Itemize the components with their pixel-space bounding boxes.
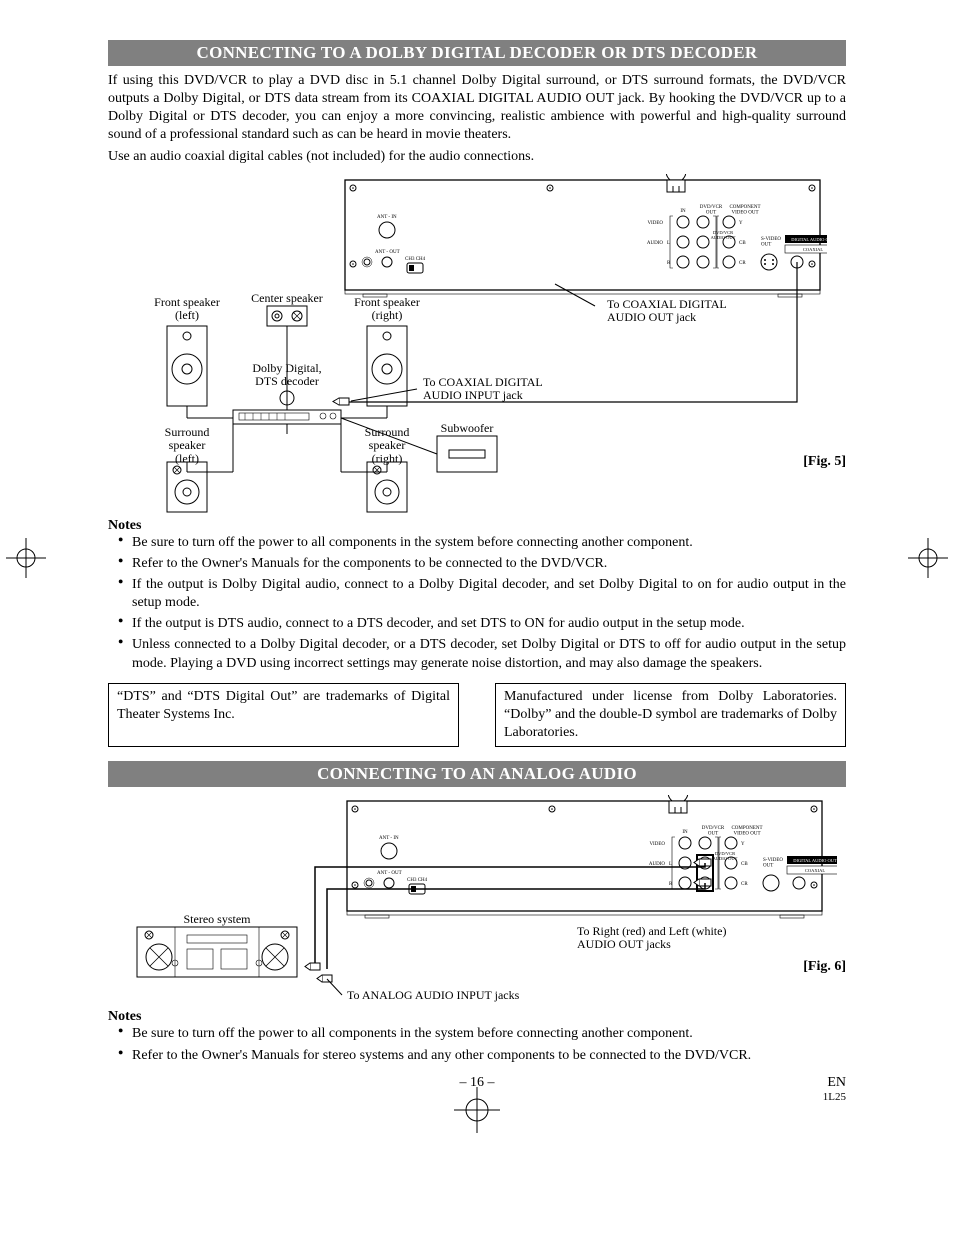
note-item: Be sure to turn off the power to all com… bbox=[122, 1025, 846, 1043]
fig5-label: [Fig. 5] bbox=[803, 454, 846, 470]
svg-text:Y: Y bbox=[739, 221, 743, 226]
svg-text:Stereo system: Stereo system bbox=[184, 912, 252, 926]
trademark-dts: “DTS” and “DTS Digital Out” are trademar… bbox=[108, 683, 459, 748]
notes1-heading: Notes bbox=[108, 518, 846, 534]
section1-para1: If using this DVD/VCR to play a DVD disc… bbox=[108, 72, 846, 144]
svg-text:CR: CR bbox=[739, 261, 746, 266]
page-language: EN bbox=[827, 1075, 846, 1091]
svg-text:COAXIAL: COAXIAL bbox=[805, 868, 825, 873]
note-item: Be sure to turn off the power to all com… bbox=[122, 534, 846, 552]
svg-text:To COAXIAL DIGITALAUDIO OUT ja: To COAXIAL DIGITALAUDIO OUT jack bbox=[607, 297, 727, 324]
svg-text:CB: CB bbox=[739, 241, 746, 246]
svg-text:DVD/VCROUT: DVD/VCROUT bbox=[702, 826, 725, 837]
svg-text:COAXIAL: COAXIAL bbox=[803, 247, 823, 252]
svg-text:Front speaker(right): Front speaker(right) bbox=[354, 295, 420, 322]
svg-text:DIGITAL AUDIO OUT: DIGITAL AUDIO OUT bbox=[793, 858, 837, 863]
svg-text:Surroundspeaker(left): Surroundspeaker(left) bbox=[165, 425, 210, 465]
svg-text:Center speaker: Center speaker bbox=[251, 291, 323, 305]
svg-text:CR: CR bbox=[741, 882, 748, 887]
svg-text:CH3 CH4: CH3 CH4 bbox=[405, 257, 426, 262]
svg-text:R: R bbox=[669, 882, 673, 887]
section1-body: If using this DVD/VCR to play a DVD disc… bbox=[108, 72, 846, 166]
note-item: If the output is DTS audio, connect to a… bbox=[122, 615, 846, 633]
svg-text:ANT - IN: ANT - IN bbox=[377, 215, 397, 220]
note-item: Refer to the Owner's Manuals for stereo … bbox=[122, 1047, 846, 1065]
svg-text:ANT - OUT: ANT - OUT bbox=[377, 871, 402, 876]
notes2-list: Be sure to turn off the power to all com… bbox=[108, 1025, 846, 1064]
note-item: If the output is Dolby Digital audio, co… bbox=[122, 576, 846, 612]
svg-text:VIDEO: VIDEO bbox=[647, 221, 663, 226]
fig6-label: [Fig. 6] bbox=[803, 959, 846, 975]
svg-text:To COAXIAL DIGITALAUDIO INPUT: To COAXIAL DIGITALAUDIO INPUT jack bbox=[423, 375, 543, 402]
svg-text:Subwoofer: Subwoofer bbox=[441, 421, 494, 435]
svg-text:CH3 CH4: CH3 CH4 bbox=[407, 878, 428, 883]
notes1-list: Be sure to turn off the power to all com… bbox=[108, 534, 846, 673]
svg-text:Dolby Digital,DTS decoder: Dolby Digital,DTS decoder bbox=[252, 361, 321, 388]
svg-text:DIGITAL AUDIO OUT: DIGITAL AUDIO OUT bbox=[791, 237, 827, 242]
svg-text:AUDIO: AUDIO bbox=[647, 241, 663, 246]
svg-text:Y: Y bbox=[741, 842, 745, 847]
svg-text:IN: IN bbox=[682, 830, 688, 835]
svg-text:To ANALOG AUDIO INPUT jacks: To ANALOG AUDIO INPUT jacks bbox=[347, 988, 520, 1002]
svg-text:COMPONENTVIDEO OUT: COMPONENTVIDEO OUT bbox=[729, 205, 760, 216]
crop-mark-icon bbox=[6, 538, 46, 578]
svg-text:DVD/VCRAUDIO OUT: DVD/VCRAUDIO OUT bbox=[713, 851, 738, 861]
note-item: Refer to the Owner's Manuals for the com… bbox=[122, 555, 846, 573]
crop-mark-icon bbox=[454, 1087, 500, 1133]
fig6-diagram: ANT - IN ANT - OUT CH3 CH4 IN DVD/VCROUT… bbox=[117, 795, 837, 1005]
svg-text:DVD/VCROUT: DVD/VCROUT bbox=[700, 205, 723, 216]
crop-mark-icon bbox=[908, 538, 948, 578]
svg-text:COMPONENTVIDEO OUT: COMPONENTVIDEO OUT bbox=[731, 826, 762, 837]
svg-text:To Right (red) and Left (white: To Right (red) and Left (white)AUDIO OUT… bbox=[577, 924, 726, 951]
svg-text:R: R bbox=[667, 261, 671, 266]
svg-text:VIDEO: VIDEO bbox=[649, 842, 665, 847]
trademark-dolby: Manufactured under license from Dolby La… bbox=[495, 683, 846, 748]
svg-text:CB: CB bbox=[741, 862, 748, 867]
svg-text:S-VIDEOOUT: S-VIDEOOUT bbox=[763, 858, 783, 869]
svg-text:L: L bbox=[667, 241, 670, 246]
page-code: 1L25 bbox=[823, 1091, 846, 1103]
section1-header: CONNECTING TO A DOLBY DIGITAL DECODER OR… bbox=[108, 40, 846, 66]
svg-text:DVD/VCRAUDIO OUT: DVD/VCRAUDIO OUT bbox=[711, 230, 736, 240]
section2-header: CONNECTING TO AN ANALOG AUDIO bbox=[108, 761, 846, 787]
svg-text:Front speaker(left): Front speaker(left) bbox=[154, 295, 220, 322]
notes2-heading: Notes bbox=[108, 1009, 846, 1025]
fig5-diagram: ANT - IN ANT - OUT CH3 CH4 IN DVD/VCROUT… bbox=[127, 174, 827, 514]
svg-text:S-VIDEOOUT: S-VIDEOOUT bbox=[761, 237, 781, 248]
note-item: Unless connected to a Dolby Digital deco… bbox=[122, 636, 846, 672]
svg-text:ANT - OUT: ANT - OUT bbox=[375, 250, 400, 255]
svg-text:IN: IN bbox=[680, 209, 686, 214]
section1-para2: Use an audio coaxial digital cables (not… bbox=[108, 148, 846, 166]
svg-text:ANT - IN: ANT - IN bbox=[379, 836, 399, 841]
svg-text:Surroundspeaker(right): Surroundspeaker(right) bbox=[365, 425, 410, 465]
